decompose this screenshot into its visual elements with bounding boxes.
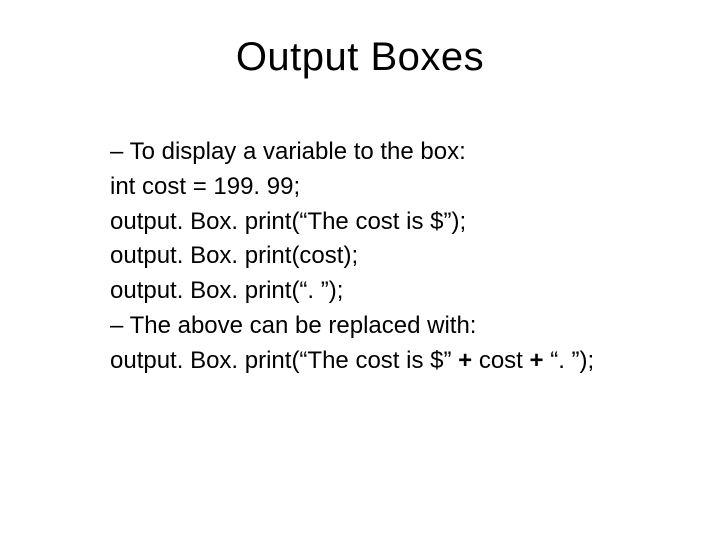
text-part: output. Box. print(“The cost is $”	[110, 347, 458, 374]
slide-container: Output Boxes – To display a variable to …	[0, 0, 720, 540]
body-line: output. Box. print(“. ”);	[110, 274, 640, 309]
text-part: cost	[472, 347, 529, 374]
body-line: – To display a variable to the box:	[110, 135, 640, 170]
slide-body: – To display a variable to the box: int …	[60, 135, 660, 379]
body-line: – The above can be replaced with:	[110, 309, 640, 344]
plus-operator: +	[458, 347, 472, 374]
body-line: int cost = 199. 99;	[110, 170, 640, 205]
slide-title: Output Boxes	[60, 35, 660, 80]
text-part: “. ”);	[544, 347, 595, 374]
body-line: output. Box. print(cost);	[110, 239, 640, 274]
plus-operator: +	[530, 347, 544, 374]
body-line: output. Box. print(“The cost is $”);	[110, 205, 640, 240]
body-line-concat: output. Box. print(“The cost is $” + cos…	[110, 344, 640, 379]
